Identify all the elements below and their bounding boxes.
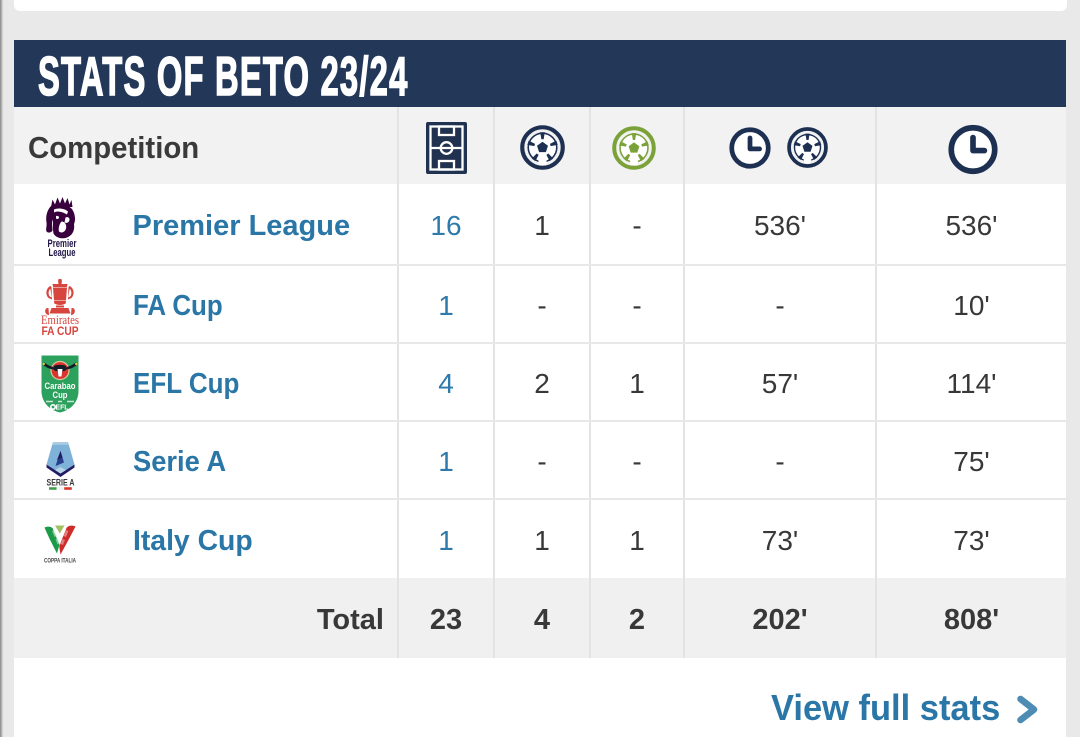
- svg-text:League: League: [49, 247, 76, 259]
- svg-text:EFL: EFL: [56, 403, 69, 412]
- svg-text:SERIE A: SERIE A: [47, 478, 75, 489]
- svg-text:FA CUP: FA CUP: [42, 324, 79, 338]
- svg-text:Emirates: Emirates: [41, 313, 79, 327]
- svg-text:Carabao: Carabao: [45, 381, 76, 391]
- svg-text:Premier: Premier: [48, 238, 77, 250]
- svg-text:COPPA ITALIA: COPPA ITALIA: [44, 559, 77, 565]
- svg-text:Cup: Cup: [53, 390, 68, 400]
